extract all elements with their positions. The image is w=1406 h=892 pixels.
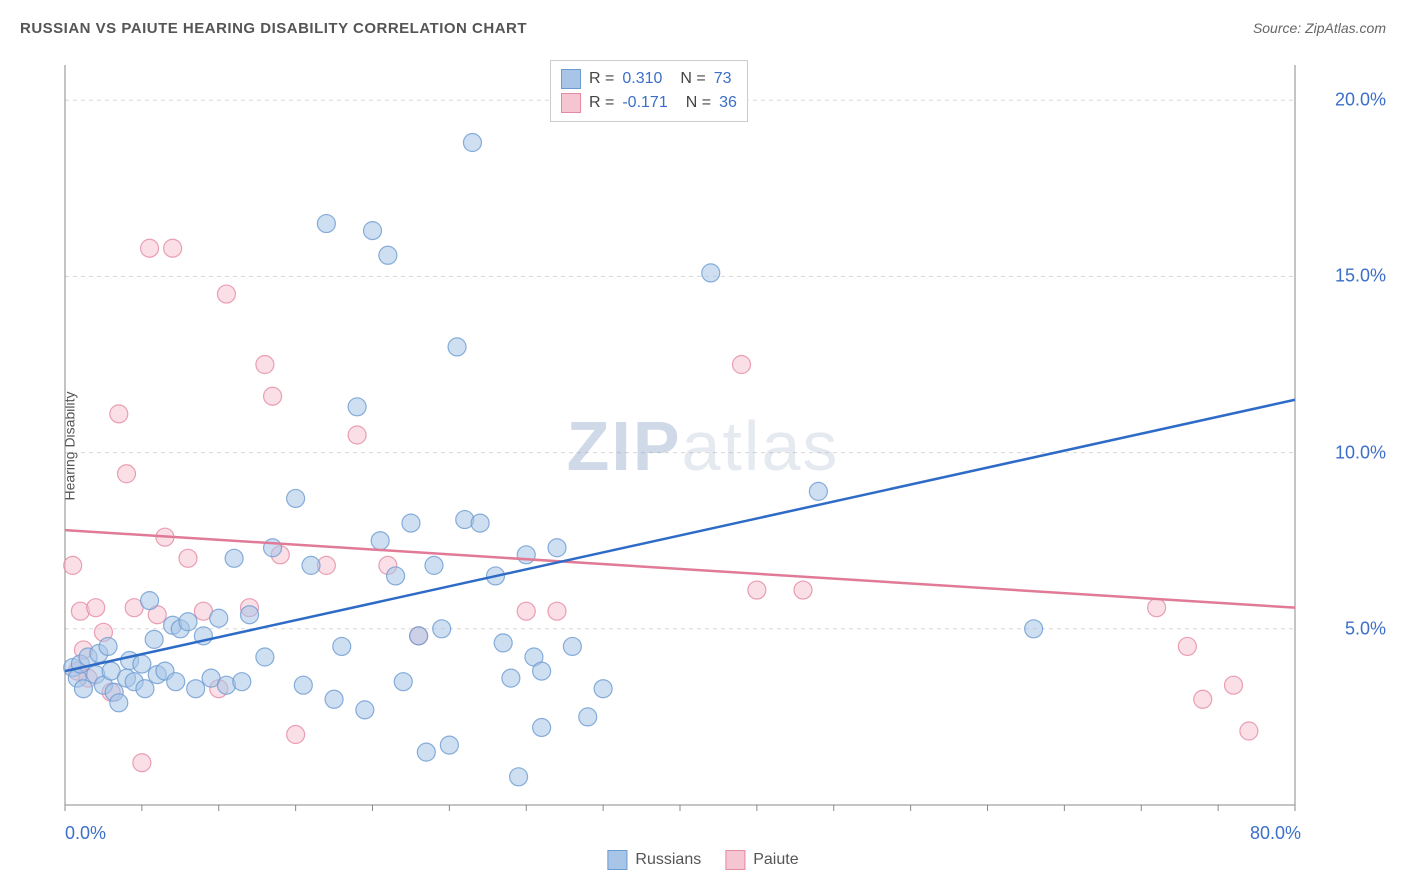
legend-item-russians: Russians <box>607 850 701 870</box>
x-tick-label: 0.0% <box>65 823 106 844</box>
n-value-paiute: 36 <box>719 94 737 112</box>
swatch-blue-icon <box>561 69 581 89</box>
stats-row-paiute: R = -0.171 N = 36 <box>561 91 737 115</box>
r-label: R = <box>589 94 614 112</box>
r-value-russians: 0.310 <box>622 70 662 88</box>
chart-plot-area <box>60 55 1380 815</box>
swatch-pink-icon <box>725 850 745 870</box>
legend-item-paiute: Paiute <box>725 850 798 870</box>
legend-label-russians: Russians <box>635 851 701 869</box>
legend-label-paiute: Paiute <box>753 851 798 869</box>
chart-title: RUSSIAN VS PAIUTE HEARING DISABILITY COR… <box>20 20 527 37</box>
y-tick-label: 5.0% <box>1345 618 1386 639</box>
y-tick-label: 15.0% <box>1335 266 1386 287</box>
correlation-stats-box: R = 0.310 N = 73 R = -0.171 N = 36 <box>550 60 748 122</box>
r-value-paiute: -0.171 <box>622 94 667 112</box>
series-legend: Russians Paiute <box>607 850 798 870</box>
swatch-pink-icon <box>561 93 581 113</box>
x-tick-label: 80.0% <box>1250 823 1301 844</box>
stats-row-russians: R = 0.310 N = 73 <box>561 67 737 91</box>
n-label: N = <box>686 94 711 112</box>
swatch-blue-icon <box>607 850 627 870</box>
y-tick-label: 20.0% <box>1335 90 1386 111</box>
y-tick-label: 10.0% <box>1335 442 1386 463</box>
r-label: R = <box>589 70 614 88</box>
source-attribution: Source: ZipAtlas.com <box>1253 20 1386 36</box>
scatter-chart-svg <box>60 55 1380 815</box>
n-value-russians: 73 <box>714 70 732 88</box>
n-label: N = <box>680 70 705 88</box>
